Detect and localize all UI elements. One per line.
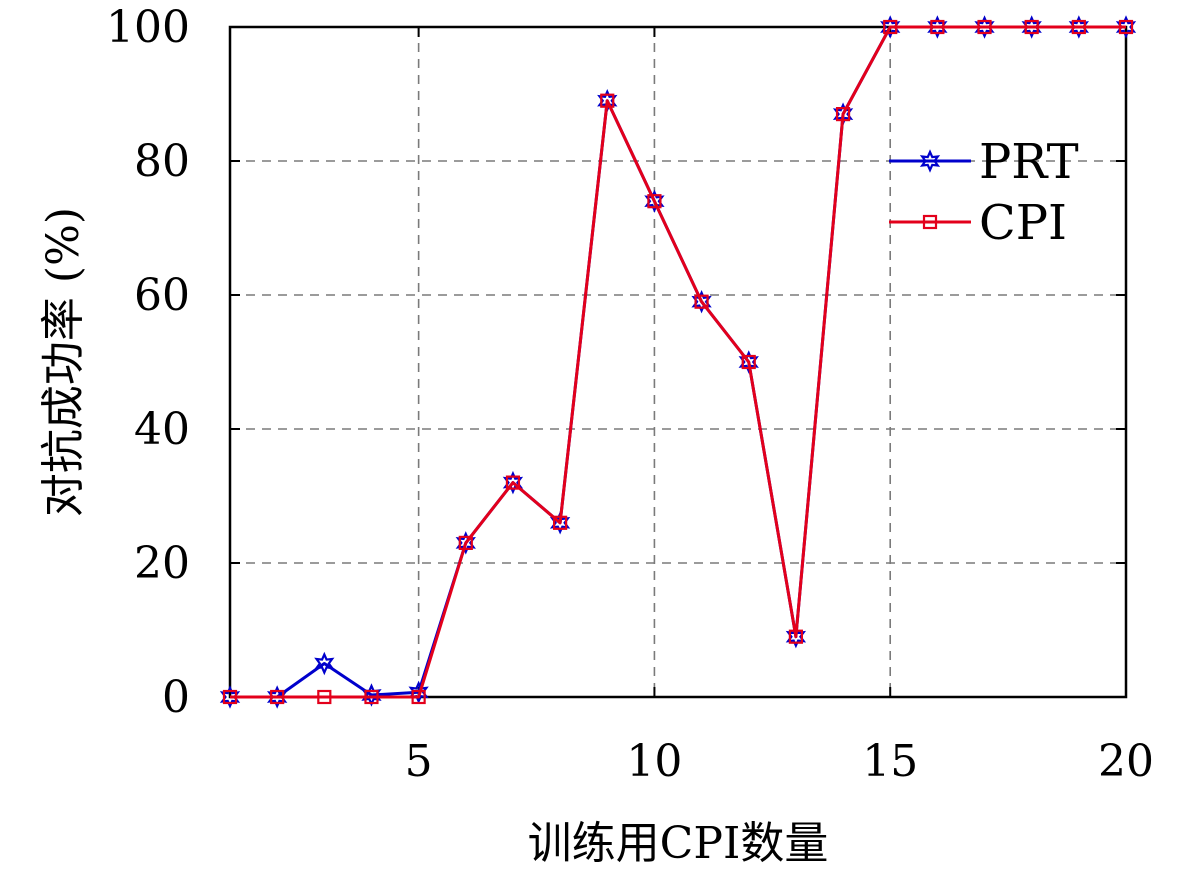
legend-label: CPI	[979, 195, 1067, 251]
data-point-prt	[691, 289, 712, 314]
data-point-prt	[455, 531, 476, 555]
series-prt	[219, 15, 1137, 709]
data-point-prt	[219, 685, 241, 709]
y-tick-label: 80	[134, 136, 190, 187]
data-point-cpi	[317, 689, 332, 705]
data-point-cpi	[600, 93, 615, 108]
data-point-prt	[502, 470, 524, 495]
data-point-cpi	[1071, 19, 1086, 35]
data-point-cpi	[883, 19, 898, 35]
y-axis-title: 对抗成功率 (%)	[38, 207, 89, 517]
data-point-cpi	[364, 689, 379, 705]
data-point-prt	[1115, 15, 1137, 39]
data-point-cpi	[458, 535, 473, 551]
data-point-cpi	[977, 19, 992, 35]
data-point-cpi	[741, 354, 756, 370]
grid-lines	[230, 27, 1126, 697]
series-line-prt	[230, 25, 1126, 699]
data-point-prt	[1068, 15, 1090, 39]
data-point-prt	[1021, 15, 1042, 39]
data-point-cpi	[647, 194, 662, 209]
axis-ticks	[230, 26, 1127, 698]
data-point-cpi	[222, 689, 238, 705]
data-point-cpi	[835, 106, 851, 122]
data-point-prt	[408, 680, 429, 705]
data-point-cpi	[270, 689, 285, 705]
data-point-cpi	[553, 515, 568, 530]
legend-marker	[922, 214, 938, 230]
data-point-prt	[880, 15, 901, 39]
x-tick-label: 20	[1098, 736, 1154, 787]
x-tick-labels: 5 10 15 20	[405, 736, 1154, 787]
data-point-prt	[314, 651, 335, 676]
y-tick-label: 0	[162, 672, 190, 723]
data-point-cpi	[1118, 19, 1134, 35]
data-point-prt	[549, 511, 571, 535]
data-point-cpi	[1024, 19, 1039, 35]
data-point-prt	[927, 15, 948, 39]
data-point-cpi	[505, 475, 521, 490]
x-axis-title: 训练用CPI数量	[528, 818, 829, 869]
legend-item-prt: PRT	[889, 134, 1079, 190]
data-point-prt	[785, 624, 807, 649]
data-point-prt	[738, 350, 759, 374]
data-point-cpi	[694, 294, 709, 309]
x-tick-label: 10	[626, 736, 682, 787]
series-layer	[219, 15, 1137, 709]
y-tick-labels: 0 20 40 60 80 100	[106, 2, 190, 723]
data-point-cpi	[930, 19, 945, 35]
legend-label: PRT	[979, 134, 1079, 190]
x-tick-label: 5	[405, 736, 433, 787]
plot-frame	[228, 25, 1128, 699]
data-point-prt	[644, 189, 665, 213]
legend-item-cpi: CPI	[889, 195, 1067, 251]
y-tick-label: 40	[134, 404, 190, 455]
legend-marker	[919, 149, 941, 173]
data-point-prt	[266, 685, 288, 709]
data-point-prt	[974, 15, 995, 39]
series-cpi	[222, 19, 1134, 705]
data-point-cpi	[411, 689, 426, 705]
y-tick-label: 60	[134, 270, 190, 321]
y-tick-label: 100	[106, 2, 190, 53]
series-line-cpi	[230, 25, 1126, 699]
x-tick-label: 15	[862, 736, 918, 787]
data-point-cpi	[788, 629, 803, 644]
y-tick-label: 20	[134, 538, 190, 589]
